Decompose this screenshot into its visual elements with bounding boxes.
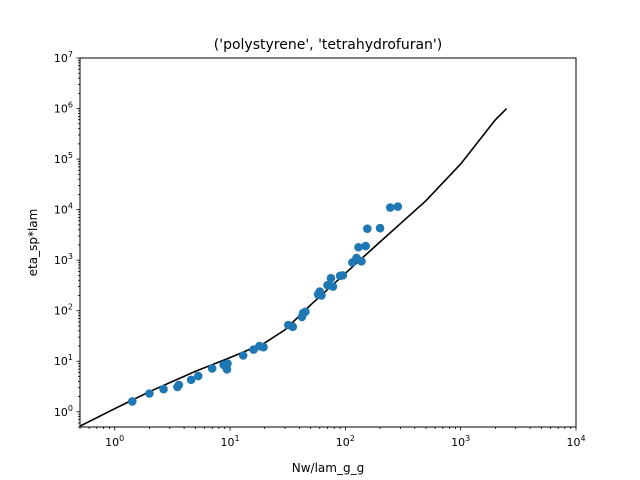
y-axis-ticks: 100 101 102 103 104 105 106 107 bbox=[54, 50, 80, 428]
y-tick-label: 106 bbox=[54, 101, 73, 116]
x-axis-ticks: 100 101 102 103 104 bbox=[79, 427, 586, 449]
data-point bbox=[174, 380, 184, 390]
data-point bbox=[301, 307, 310, 317]
data-point bbox=[375, 223, 385, 233]
data-point bbox=[145, 389, 154, 398]
y-tick-label: 107 bbox=[54, 50, 73, 65]
data-point bbox=[127, 397, 137, 406]
data-point bbox=[354, 242, 363, 252]
data-point bbox=[338, 271, 348, 280]
x-tick-label: 103 bbox=[451, 434, 470, 449]
data-point bbox=[288, 322, 298, 332]
data-point bbox=[317, 291, 326, 300]
y-tick-label: 101 bbox=[54, 353, 73, 368]
y-tick-label: 103 bbox=[54, 252, 73, 267]
y-tick-label: 100 bbox=[54, 404, 73, 419]
x-tick-label: 101 bbox=[220, 434, 239, 449]
y-tick-label: 105 bbox=[54, 151, 73, 166]
data-point bbox=[238, 351, 248, 360]
data-point bbox=[159, 384, 168, 394]
data-point bbox=[259, 342, 268, 352]
x-tick-label: 104 bbox=[566, 434, 585, 449]
data-point bbox=[328, 282, 338, 291]
data-point bbox=[385, 203, 395, 212]
data-point bbox=[193, 371, 203, 381]
x-tick-label: 100 bbox=[105, 434, 124, 449]
chart-title: ('polystyrene', 'tetrahydrofuran') bbox=[214, 37, 442, 53]
plot-data-layer bbox=[80, 107, 508, 427]
x-tick-label: 102 bbox=[336, 434, 355, 449]
data-point bbox=[357, 256, 366, 266]
data-point bbox=[363, 224, 372, 233]
y-tick-label: 102 bbox=[54, 303, 73, 318]
x-axis-label: Nw/lam_g_g bbox=[292, 461, 364, 475]
data-point bbox=[361, 241, 370, 251]
y-axis-label: eta_sp*lam bbox=[26, 209, 40, 277]
data-point bbox=[186, 375, 196, 385]
data-point bbox=[326, 273, 336, 283]
y-tick-label: 104 bbox=[54, 202, 73, 217]
data-point bbox=[393, 202, 403, 211]
data-point bbox=[207, 364, 217, 373]
data-point bbox=[223, 359, 232, 368]
plot-frame bbox=[79, 57, 577, 428]
